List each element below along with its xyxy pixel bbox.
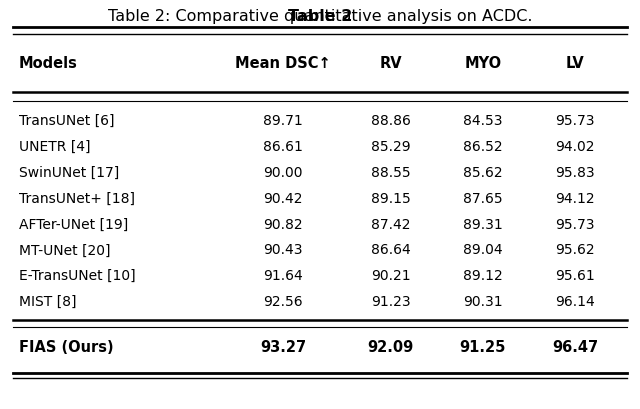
Text: MIST [8]: MIST [8] xyxy=(19,295,76,309)
Text: 89.12: 89.12 xyxy=(463,269,502,283)
Text: 95.73: 95.73 xyxy=(556,114,595,128)
Text: 92.56: 92.56 xyxy=(263,295,303,309)
Text: 95.73: 95.73 xyxy=(556,218,595,231)
Text: 89.15: 89.15 xyxy=(371,192,410,206)
Text: 90.31: 90.31 xyxy=(463,295,502,309)
Text: 85.29: 85.29 xyxy=(371,140,410,154)
Text: 89.04: 89.04 xyxy=(463,243,502,257)
Text: 89.71: 89.71 xyxy=(263,114,303,128)
Text: 91.23: 91.23 xyxy=(371,295,410,309)
Text: 88.86: 88.86 xyxy=(371,114,411,128)
Text: TransUNet+ [18]: TransUNet+ [18] xyxy=(19,192,135,206)
Text: 90.00: 90.00 xyxy=(264,166,303,180)
Text: 88.55: 88.55 xyxy=(371,166,410,180)
Text: SwinUNet [17]: SwinUNet [17] xyxy=(19,166,119,180)
Text: 90.21: 90.21 xyxy=(371,269,410,283)
Text: Table 2: Table 2 xyxy=(288,9,352,24)
Text: 87.42: 87.42 xyxy=(371,218,410,231)
Text: Mean DSC↑: Mean DSC↑ xyxy=(236,56,331,71)
Text: 96.47: 96.47 xyxy=(552,340,598,355)
Text: FIAS (Ours): FIAS (Ours) xyxy=(19,340,113,355)
Text: 93.27: 93.27 xyxy=(260,340,306,355)
Text: 94.02: 94.02 xyxy=(556,140,595,154)
Text: LV: LV xyxy=(566,56,584,71)
Text: 87.65: 87.65 xyxy=(463,192,502,206)
Text: 91.25: 91.25 xyxy=(460,340,506,355)
Text: UNETR [4]: UNETR [4] xyxy=(19,140,90,154)
Text: 92.09: 92.09 xyxy=(367,340,414,355)
Text: 90.82: 90.82 xyxy=(263,218,303,231)
Text: 95.83: 95.83 xyxy=(555,166,595,180)
Text: 90.43: 90.43 xyxy=(264,243,303,257)
Text: Models: Models xyxy=(19,56,78,71)
Text: 95.61: 95.61 xyxy=(555,269,595,283)
Text: MYO: MYO xyxy=(464,56,501,71)
Text: 85.62: 85.62 xyxy=(463,166,502,180)
Text: 95.62: 95.62 xyxy=(555,243,595,257)
Text: 94.12: 94.12 xyxy=(555,192,595,206)
Text: 84.53: 84.53 xyxy=(463,114,502,128)
Text: 89.31: 89.31 xyxy=(463,218,502,231)
Text: 86.64: 86.64 xyxy=(371,243,410,257)
Text: E-TransUNet [10]: E-TransUNet [10] xyxy=(19,269,136,283)
Text: RV: RV xyxy=(380,56,402,71)
Text: AFTer-UNet [19]: AFTer-UNet [19] xyxy=(19,218,128,231)
Text: Table 2: Comparative quantitative analysis on ACDC.: Table 2: Comparative quantitative analys… xyxy=(108,9,532,24)
Text: 86.61: 86.61 xyxy=(263,140,303,154)
Text: 96.14: 96.14 xyxy=(555,295,595,309)
Text: MT-UNet [20]: MT-UNet [20] xyxy=(19,243,111,257)
Text: 91.64: 91.64 xyxy=(263,269,303,283)
Text: TransUNet [6]: TransUNet [6] xyxy=(19,114,115,128)
Text: 86.52: 86.52 xyxy=(463,140,502,154)
Text: 90.42: 90.42 xyxy=(264,192,303,206)
